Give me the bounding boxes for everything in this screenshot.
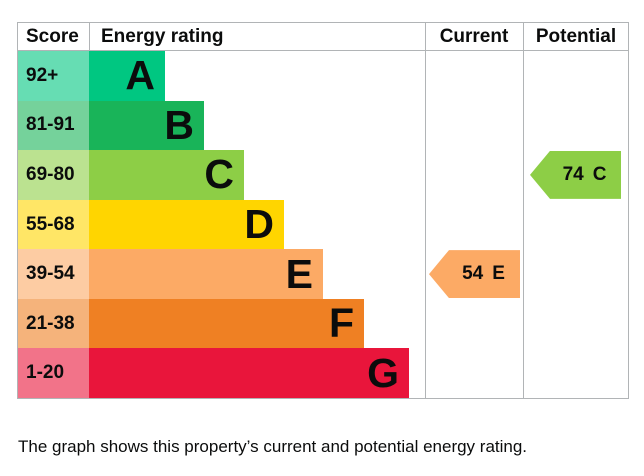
band-letter-c: C xyxy=(204,151,234,198)
current-column-divider xyxy=(425,23,426,398)
band-letter-a: A xyxy=(125,52,155,99)
band-bar-c: C xyxy=(89,150,244,200)
band-row-g: 1-20 G xyxy=(18,348,628,399)
score-range-a: 92+ xyxy=(18,51,89,101)
score-range-g: 1-20 xyxy=(18,348,89,399)
score-range-e: 39-54 xyxy=(18,249,89,299)
band-letter-e: E xyxy=(285,250,313,297)
current-column-header: Current xyxy=(439,26,509,47)
band-bar-f: F xyxy=(89,298,364,349)
epc-table: Score Energy rating Current Potential 92… xyxy=(17,22,629,399)
graph-caption: The graph shows this property’s current … xyxy=(18,437,528,456)
rating-bands: 92+ A 81-91 B 69-80 C 55-68 D 39-54 E 21-38 F 1-20 G xyxy=(18,51,628,399)
band-row-c: 69-80 C xyxy=(18,150,628,200)
potential-column-header: Potential xyxy=(535,26,617,47)
band-bar-a: A xyxy=(89,51,165,101)
current-rating-letter: E xyxy=(492,263,505,285)
band-letter-d: D xyxy=(244,201,274,248)
band-row-a: 92+ A xyxy=(18,51,628,101)
band-letter-g: G xyxy=(367,349,399,396)
band-row-e: 39-54 E xyxy=(18,249,628,299)
score-column-divider xyxy=(89,23,90,51)
band-bar-g: G xyxy=(89,348,409,399)
current-rating-arrow: 54 E xyxy=(429,250,520,299)
band-bar-d: D xyxy=(89,199,284,250)
score-range-f: 21-38 xyxy=(18,298,89,349)
score-range-b: 81-91 xyxy=(18,100,89,151)
band-letter-f: F xyxy=(328,300,354,347)
score-column-header: Score xyxy=(26,26,79,47)
score-range-c: 69-80 xyxy=(18,150,89,200)
energy-rating-column-header: Energy rating xyxy=(101,26,224,47)
potential-rating-arrow: 74 C xyxy=(530,150,621,199)
band-bar-e: E xyxy=(89,249,323,299)
current-rating-value: 54 xyxy=(462,263,484,285)
score-range-d: 55-68 xyxy=(18,199,89,250)
potential-rating-letter: C xyxy=(592,163,607,185)
band-bar-b: B xyxy=(89,100,204,151)
band-row-b: 81-91 B xyxy=(18,100,628,151)
band-letter-b: B xyxy=(164,101,194,148)
band-row-d: 55-68 D xyxy=(18,199,628,250)
potential-rating-value: 74 xyxy=(562,163,584,185)
table-header: Score Energy rating Current Potential xyxy=(18,23,628,51)
band-row-f: 21-38 F xyxy=(18,298,628,349)
potential-column-divider xyxy=(523,23,524,398)
